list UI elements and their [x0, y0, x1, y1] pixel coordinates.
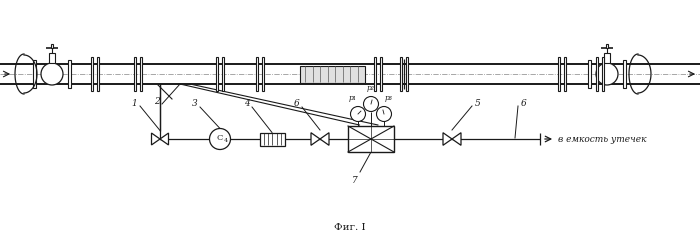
Text: 1: 1	[131, 99, 137, 108]
Bar	[400, 57, 402, 91]
Bar	[222, 57, 224, 91]
Bar	[33, 60, 36, 88]
Text: 6: 6	[294, 100, 300, 109]
Bar	[91, 57, 93, 91]
Bar	[587, 60, 592, 88]
Text: Фиг. I: Фиг. I	[334, 223, 366, 232]
Text: С: С	[217, 134, 223, 142]
Bar	[97, 57, 99, 91]
Polygon shape	[160, 133, 169, 145]
Polygon shape	[311, 133, 320, 145]
Circle shape	[209, 129, 230, 150]
Bar	[49, 53, 55, 63]
Bar	[260, 132, 285, 145]
Circle shape	[41, 63, 63, 85]
Polygon shape	[320, 133, 329, 145]
Bar	[558, 57, 560, 91]
Bar	[602, 57, 604, 91]
Bar	[564, 57, 566, 91]
Text: 3: 3	[192, 100, 198, 109]
Bar	[348, 126, 394, 152]
Bar	[50, 44, 53, 48]
Text: 5: 5	[475, 99, 481, 108]
Bar	[256, 57, 258, 91]
Circle shape	[596, 63, 618, 85]
Text: 4: 4	[223, 138, 228, 143]
Bar	[300, 65, 365, 82]
Polygon shape	[443, 133, 452, 145]
Text: 6: 6	[521, 99, 527, 108]
Bar	[134, 57, 136, 91]
Bar	[379, 57, 382, 91]
Bar	[68, 60, 71, 88]
Text: 2: 2	[154, 96, 160, 105]
Polygon shape	[452, 133, 461, 145]
Text: р₃: р₃	[385, 94, 393, 102]
Text: 7: 7	[352, 176, 358, 185]
Text: р₁: р₁	[349, 94, 357, 102]
Circle shape	[363, 96, 379, 112]
Bar	[596, 57, 598, 91]
Circle shape	[351, 106, 365, 122]
Circle shape	[377, 106, 391, 122]
Text: в емкость утечек: в емкость утечек	[558, 134, 647, 143]
Bar	[406, 57, 408, 91]
Polygon shape	[151, 133, 160, 145]
Text: 4: 4	[244, 100, 250, 109]
Bar	[374, 57, 377, 91]
Bar	[140, 57, 142, 91]
Bar	[603, 53, 610, 63]
Bar	[216, 57, 218, 91]
Bar	[262, 57, 265, 91]
Bar	[606, 44, 608, 48]
Text: р₂: р₂	[367, 84, 375, 92]
Bar	[623, 60, 626, 88]
